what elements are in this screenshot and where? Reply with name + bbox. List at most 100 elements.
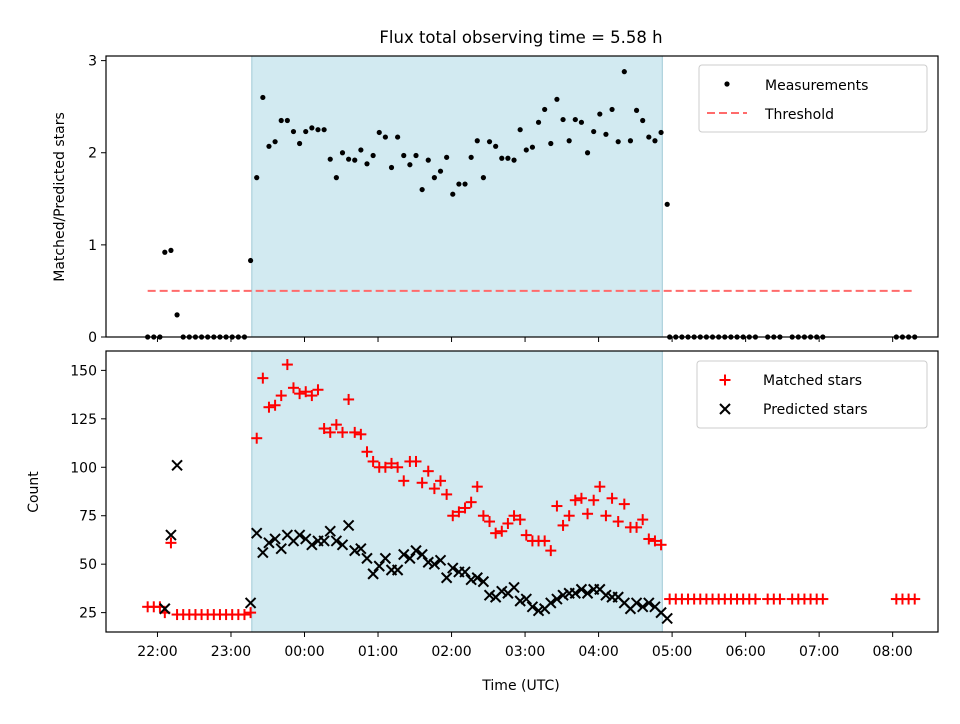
measurement-point: [486, 139, 493, 145]
measurement-point: [315, 127, 321, 133]
measurement-point: [272, 139, 278, 145]
predicted-star-point: [244, 597, 257, 609]
measurement-point: [413, 152, 419, 159]
matched-star-point: [416, 477, 428, 489]
measurement-point: [352, 157, 358, 163]
legend-threshold-label: Threshold: [764, 107, 834, 123]
measurement-point: [382, 134, 388, 140]
x-tick-label: 08:00: [872, 644, 912, 660]
predicted-star-point: [416, 548, 428, 561]
predicted-star-point: [434, 554, 447, 567]
predicted-star-point: [581, 587, 594, 599]
predicted-star-point: [410, 544, 422, 557]
predicted-star-point: [440, 572, 453, 584]
measurement-point: [664, 201, 670, 207]
matched-star-point: [251, 432, 263, 444]
y-tick-label: 125: [70, 412, 97, 428]
measurement-point: [437, 168, 444, 174]
matched-star-point: [588, 494, 600, 506]
measurement-point: [168, 247, 174, 253]
matched-star-point: [582, 508, 594, 520]
measurement-point: [511, 157, 517, 163]
x-axis-label: Time (UTC): [481, 678, 559, 694]
matched-star-point: [520, 529, 532, 541]
predicted-star-point: [293, 529, 306, 541]
matched-star-point: [330, 419, 342, 431]
matched-star-point: [257, 372, 269, 384]
predicted-star-point: [165, 529, 177, 541]
bottom-y-axis-label: Count: [26, 471, 42, 513]
matched-star-point: [324, 426, 336, 438]
y-tick-label: 25: [79, 606, 97, 622]
predicted-star-point: [575, 583, 588, 596]
matched-star-point: [447, 510, 459, 522]
x-tick-label: 07:00: [799, 644, 839, 660]
measurement-point: [658, 129, 664, 136]
measurement-point: [548, 140, 554, 147]
predicted-star-point: [447, 562, 459, 574]
predicted-star-point: [428, 558, 441, 570]
predicted-star-point: [569, 587, 582, 599]
predicted-star-point: [391, 564, 404, 576]
measurement-point: [468, 154, 474, 160]
predicted-star-point: [545, 597, 557, 609]
predicted-star-point: [330, 535, 343, 547]
matched-star-point: [422, 465, 434, 477]
y-tick-label: 100: [70, 460, 97, 476]
legend-matched-label: Matched stars: [763, 373, 862, 389]
matched-star-point: [459, 502, 471, 514]
measurement-point: [327, 156, 333, 162]
matched-star-point: [508, 510, 520, 522]
predicted-star-point: [159, 603, 171, 615]
measurement-point: [266, 143, 272, 149]
matched-star-point: [490, 527, 502, 539]
y-tick-label: 3: [88, 54, 97, 70]
measurement-point: [333, 175, 339, 181]
matched-star-point: [643, 533, 655, 545]
matched-star-point: [287, 382, 299, 394]
matched-star-point: [269, 399, 281, 411]
matched-star-point: [539, 535, 551, 547]
predicted-star-point: [324, 525, 336, 537]
measurement-point: [652, 138, 658, 144]
matched-star-point: [343, 393, 355, 405]
predicted-star-point: [269, 533, 281, 545]
measurement-point: [523, 147, 529, 153]
y-tick-label: 50: [79, 557, 97, 573]
predicted-star-point: [257, 546, 269, 559]
x-tick-label: 23:00: [211, 644, 251, 660]
matched-star-point: [514, 514, 526, 526]
legend-matched-marker: [719, 374, 731, 386]
predicted-star-point: [636, 601, 649, 613]
matched-star-point: [275, 390, 287, 402]
matched-star-point: [569, 494, 581, 506]
matched-star-point: [386, 457, 398, 469]
measurement-point: [321, 127, 327, 133]
matched-star-point: [477, 510, 489, 522]
predicted-star-point: [508, 581, 520, 594]
predicted-star-point: [373, 560, 385, 572]
matched-star-point: [817, 593, 829, 605]
measurement-point: [425, 157, 431, 163]
measurement-point: [450, 191, 456, 197]
matched-star-point: [471, 481, 483, 493]
measurement-point: [254, 175, 260, 181]
measurement-point: [431, 175, 437, 181]
legend-bottom-frame: [696, 360, 928, 429]
matched-star-point: [306, 390, 318, 402]
matched-star-point: [379, 461, 391, 473]
matched-star-point: [631, 521, 643, 533]
matched-star-point: [349, 426, 361, 438]
observing-interval-shade: [251, 351, 663, 632]
x-tick-label: 01:00: [358, 644, 398, 660]
predicted-star-point: [367, 568, 379, 580]
measurement-point: [462, 181, 468, 187]
matched-star-point: [612, 516, 624, 528]
measurement-point: [290, 128, 297, 135]
x-tick-label: 00:00: [284, 644, 324, 660]
matched-star-point: [774, 593, 786, 605]
matched-star-point: [551, 500, 563, 512]
measurement-point: [309, 125, 315, 131]
measurement-point: [517, 127, 523, 133]
predicted-star-point: [459, 566, 471, 578]
